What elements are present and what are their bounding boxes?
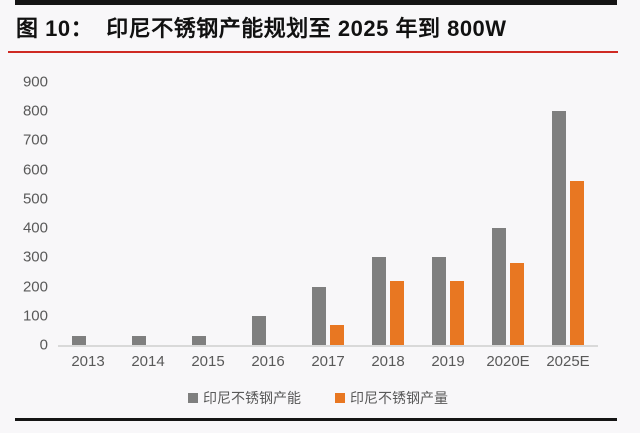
bottom-frame-rule — [15, 418, 617, 421]
bar-group-2025E — [538, 82, 598, 345]
x-axis-label: 2016 — [251, 353, 285, 370]
x-axis-label: 2020E — [486, 353, 530, 370]
x-axis-label: 2013 — [71, 353, 105, 370]
bar-group-2016 — [238, 82, 298, 345]
legend-swatch-output — [335, 393, 345, 403]
bar-group-2019 — [418, 82, 478, 345]
x-axis-label: 2014 — [131, 353, 165, 370]
output-bar — [330, 324, 344, 345]
x-axis-label: 2019 — [431, 353, 465, 370]
bar-group-2018 — [358, 82, 418, 345]
capacity-bar — [192, 336, 206, 345]
y-axis-tick-label: 200 — [22, 278, 48, 296]
bar-group-2013 — [58, 82, 118, 345]
figure-title: 图 10： 印尼不锈钢产能规划至 2025 年到 800W — [16, 16, 507, 41]
y-axis-tick-label: 400 — [22, 219, 48, 237]
x-axis-label: 2018 — [371, 353, 405, 370]
capacity-bar — [132, 336, 146, 345]
bar-group-2015 — [178, 82, 238, 345]
y-axis-tick-label: 100 — [22, 307, 48, 325]
output-bar — [390, 280, 404, 345]
y-axis: 900 800 700 600 500 400 300 200 100 0 — [0, 74, 48, 354]
bar-group-2017 — [298, 82, 358, 345]
y-axis-tick-label: 300 — [22, 248, 48, 266]
capacity-bar — [252, 315, 266, 345]
output-bar — [450, 280, 464, 345]
x-axis-labels: 2013 2014 2015 2016 2017 2018 2019 2020E 2025E — [58, 353, 598, 370]
y-axis-tick-label: 600 — [22, 161, 48, 179]
capacity-bar — [372, 257, 386, 345]
y-axis-tick-label: 800 — [22, 102, 48, 120]
capacity-bar — [72, 336, 86, 345]
capacity-bar — [492, 228, 506, 345]
y-axis-tick-label: 500 — [22, 190, 48, 208]
x-axis-label: 2017 — [311, 353, 345, 370]
legend-swatch-capacity — [188, 393, 198, 403]
bar-group-2014 — [118, 82, 178, 345]
plot-area — [58, 82, 598, 347]
capacity-bar — [312, 286, 326, 345]
legend-item-output: 印尼不锈钢产量 — [335, 388, 448, 408]
capacity-bar — [432, 257, 446, 345]
bar-chart: 900 800 700 600 500 400 300 200 100 0 2013 2014 201… — [0, 60, 640, 413]
top-frame-rule — [15, 0, 617, 5]
legend-label: 印尼不锈钢产能 — [203, 390, 301, 406]
chart-legend: 印尼不锈钢产能 印尼不锈钢产量 — [0, 388, 636, 408]
legend-item-capacity: 印尼不锈钢产能 — [188, 388, 301, 408]
x-axis-label: 2015 — [191, 353, 225, 370]
capacity-bar — [552, 111, 566, 345]
y-axis-tick-label: 700 — [22, 131, 48, 149]
title-divider-rule — [8, 51, 618, 53]
legend-label: 印尼不锈钢产量 — [350, 390, 448, 406]
output-bar — [510, 263, 524, 345]
output-bar — [570, 181, 584, 345]
bar-group-2020E — [478, 82, 538, 345]
y-axis-tick-label: 0 — [39, 336, 48, 354]
y-axis-tick-label: 900 — [22, 73, 48, 91]
x-axis-label: 2025E — [546, 353, 590, 370]
